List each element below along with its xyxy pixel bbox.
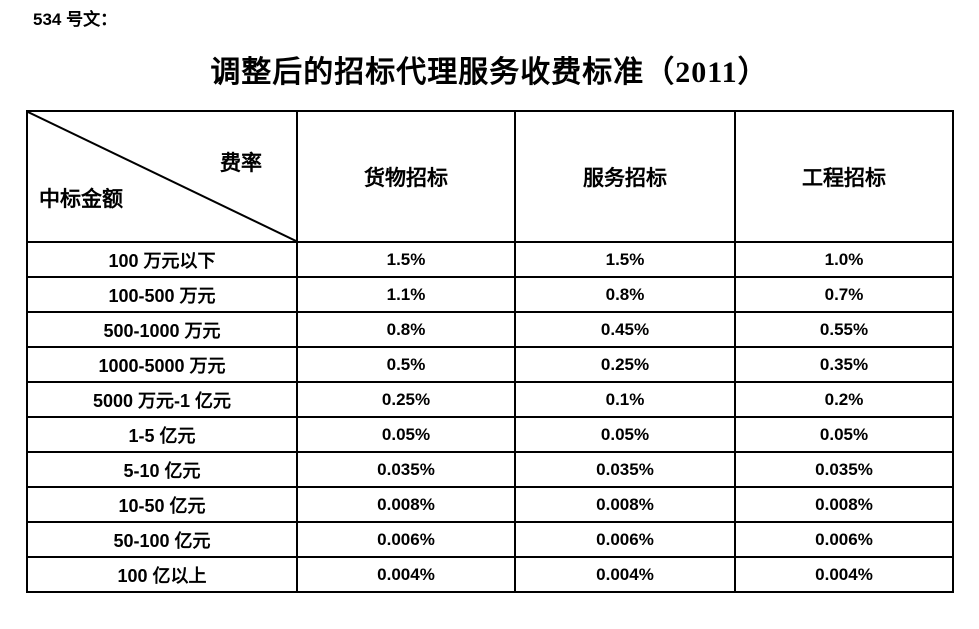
table-row: 5-10 亿元 0.035% 0.035% 0.035% <box>26 451 954 488</box>
rate-value: 0.008% <box>734 486 954 523</box>
table-row: 5000 万元-1 亿元 0.25% 0.1% 0.2% <box>26 381 954 418</box>
amount-range-label: 100 万元以下 <box>26 241 298 278</box>
rate-value: 0.004% <box>514 556 736 593</box>
rate-value: 0.25% <box>296 381 516 418</box>
header-row: 费率 中标金额 货物招标 服务招标 工程招标 <box>26 110 954 243</box>
fee-rate-table: 费率 中标金额 货物招标 服务招标 工程招标 100 万元以下 1.5% 1.5% 1.0… <box>26 110 954 593</box>
rate-value: 1.5% <box>514 241 736 278</box>
table-row: 100 亿以上 0.004% 0.004% 0.004% <box>26 556 954 593</box>
column-header: 服务招标 <box>514 110 736 243</box>
amount-range-label: 10-50 亿元 <box>26 486 298 523</box>
rate-value: 0.35% <box>734 346 954 383</box>
table-row: 10-50 亿元 0.008% 0.008% 0.008% <box>26 486 954 523</box>
rate-value: 0.006% <box>514 521 736 558</box>
table-row: 1-5 亿元 0.05% 0.05% 0.05% <box>26 416 954 453</box>
column-header: 工程招标 <box>734 110 954 243</box>
amount-range-label: 100 亿以上 <box>26 556 298 593</box>
rate-value: 0.55% <box>734 311 954 348</box>
doc-ref: 534 号文： <box>33 10 118 29</box>
rate-value: 0.006% <box>734 521 954 558</box>
amount-range-label: 1000-5000 万元 <box>26 346 298 383</box>
rate-value: 0.7% <box>734 276 954 313</box>
rate-value: 0.2% <box>734 381 954 418</box>
rate-value: 0.1% <box>514 381 736 418</box>
rate-value: 0.05% <box>734 416 954 453</box>
rate-value: 0.004% <box>296 556 516 593</box>
rate-value: 0.8% <box>296 311 516 348</box>
amount-range-label: 5000 万元-1 亿元 <box>26 381 298 418</box>
corner-header-cell: 费率 中标金额 <box>26 110 298 243</box>
rate-value: 0.05% <box>514 416 736 453</box>
rate-value: 1.0% <box>734 241 954 278</box>
rate-value: 0.5% <box>296 346 516 383</box>
amount-range-label: 100-500 万元 <box>26 276 298 313</box>
table-row: 100-500 万元 1.1% 0.8% 0.7% <box>26 276 954 313</box>
rate-value: 0.8% <box>514 276 736 313</box>
rate-value: 1.5% <box>296 241 516 278</box>
rate-value: 0.05% <box>296 416 516 453</box>
table-row: 1000-5000 万元 0.5% 0.25% 0.35% <box>26 346 954 383</box>
amount-range-label: 500-1000 万元 <box>26 311 298 348</box>
rate-value: 0.035% <box>734 451 954 488</box>
rate-value: 0.008% <box>296 486 516 523</box>
rate-value: 0.006% <box>296 521 516 558</box>
rate-value: 0.45% <box>514 311 736 348</box>
rate-value: 0.035% <box>296 451 516 488</box>
amount-range-label: 5-10 亿元 <box>26 451 298 488</box>
table-row: 50-100 亿元 0.006% 0.006% 0.006% <box>26 521 954 558</box>
amount-range-label: 1-5 亿元 <box>26 416 298 453</box>
corner-amount-label: 中标金额 <box>39 187 123 211</box>
rate-value: 0.035% <box>514 451 736 488</box>
rate-value: 0.008% <box>514 486 736 523</box>
rate-value: 0.25% <box>514 346 736 383</box>
rate-value: 1.1% <box>296 276 516 313</box>
page-title: 调整后的招标代理服务收费标准（2011） <box>210 56 769 89</box>
table-row: 500-1000 万元 0.8% 0.45% 0.55% <box>26 311 954 348</box>
column-header: 货物招标 <box>296 110 516 243</box>
corner-rate-label: 费率 <box>220 151 262 175</box>
diagonal-divider-line <box>28 112 296 241</box>
amount-range-label: 50-100 亿元 <box>26 521 298 558</box>
rate-value: 0.004% <box>734 556 954 593</box>
table-row: 100 万元以下 1.5% 1.5% 1.0% <box>26 241 954 278</box>
